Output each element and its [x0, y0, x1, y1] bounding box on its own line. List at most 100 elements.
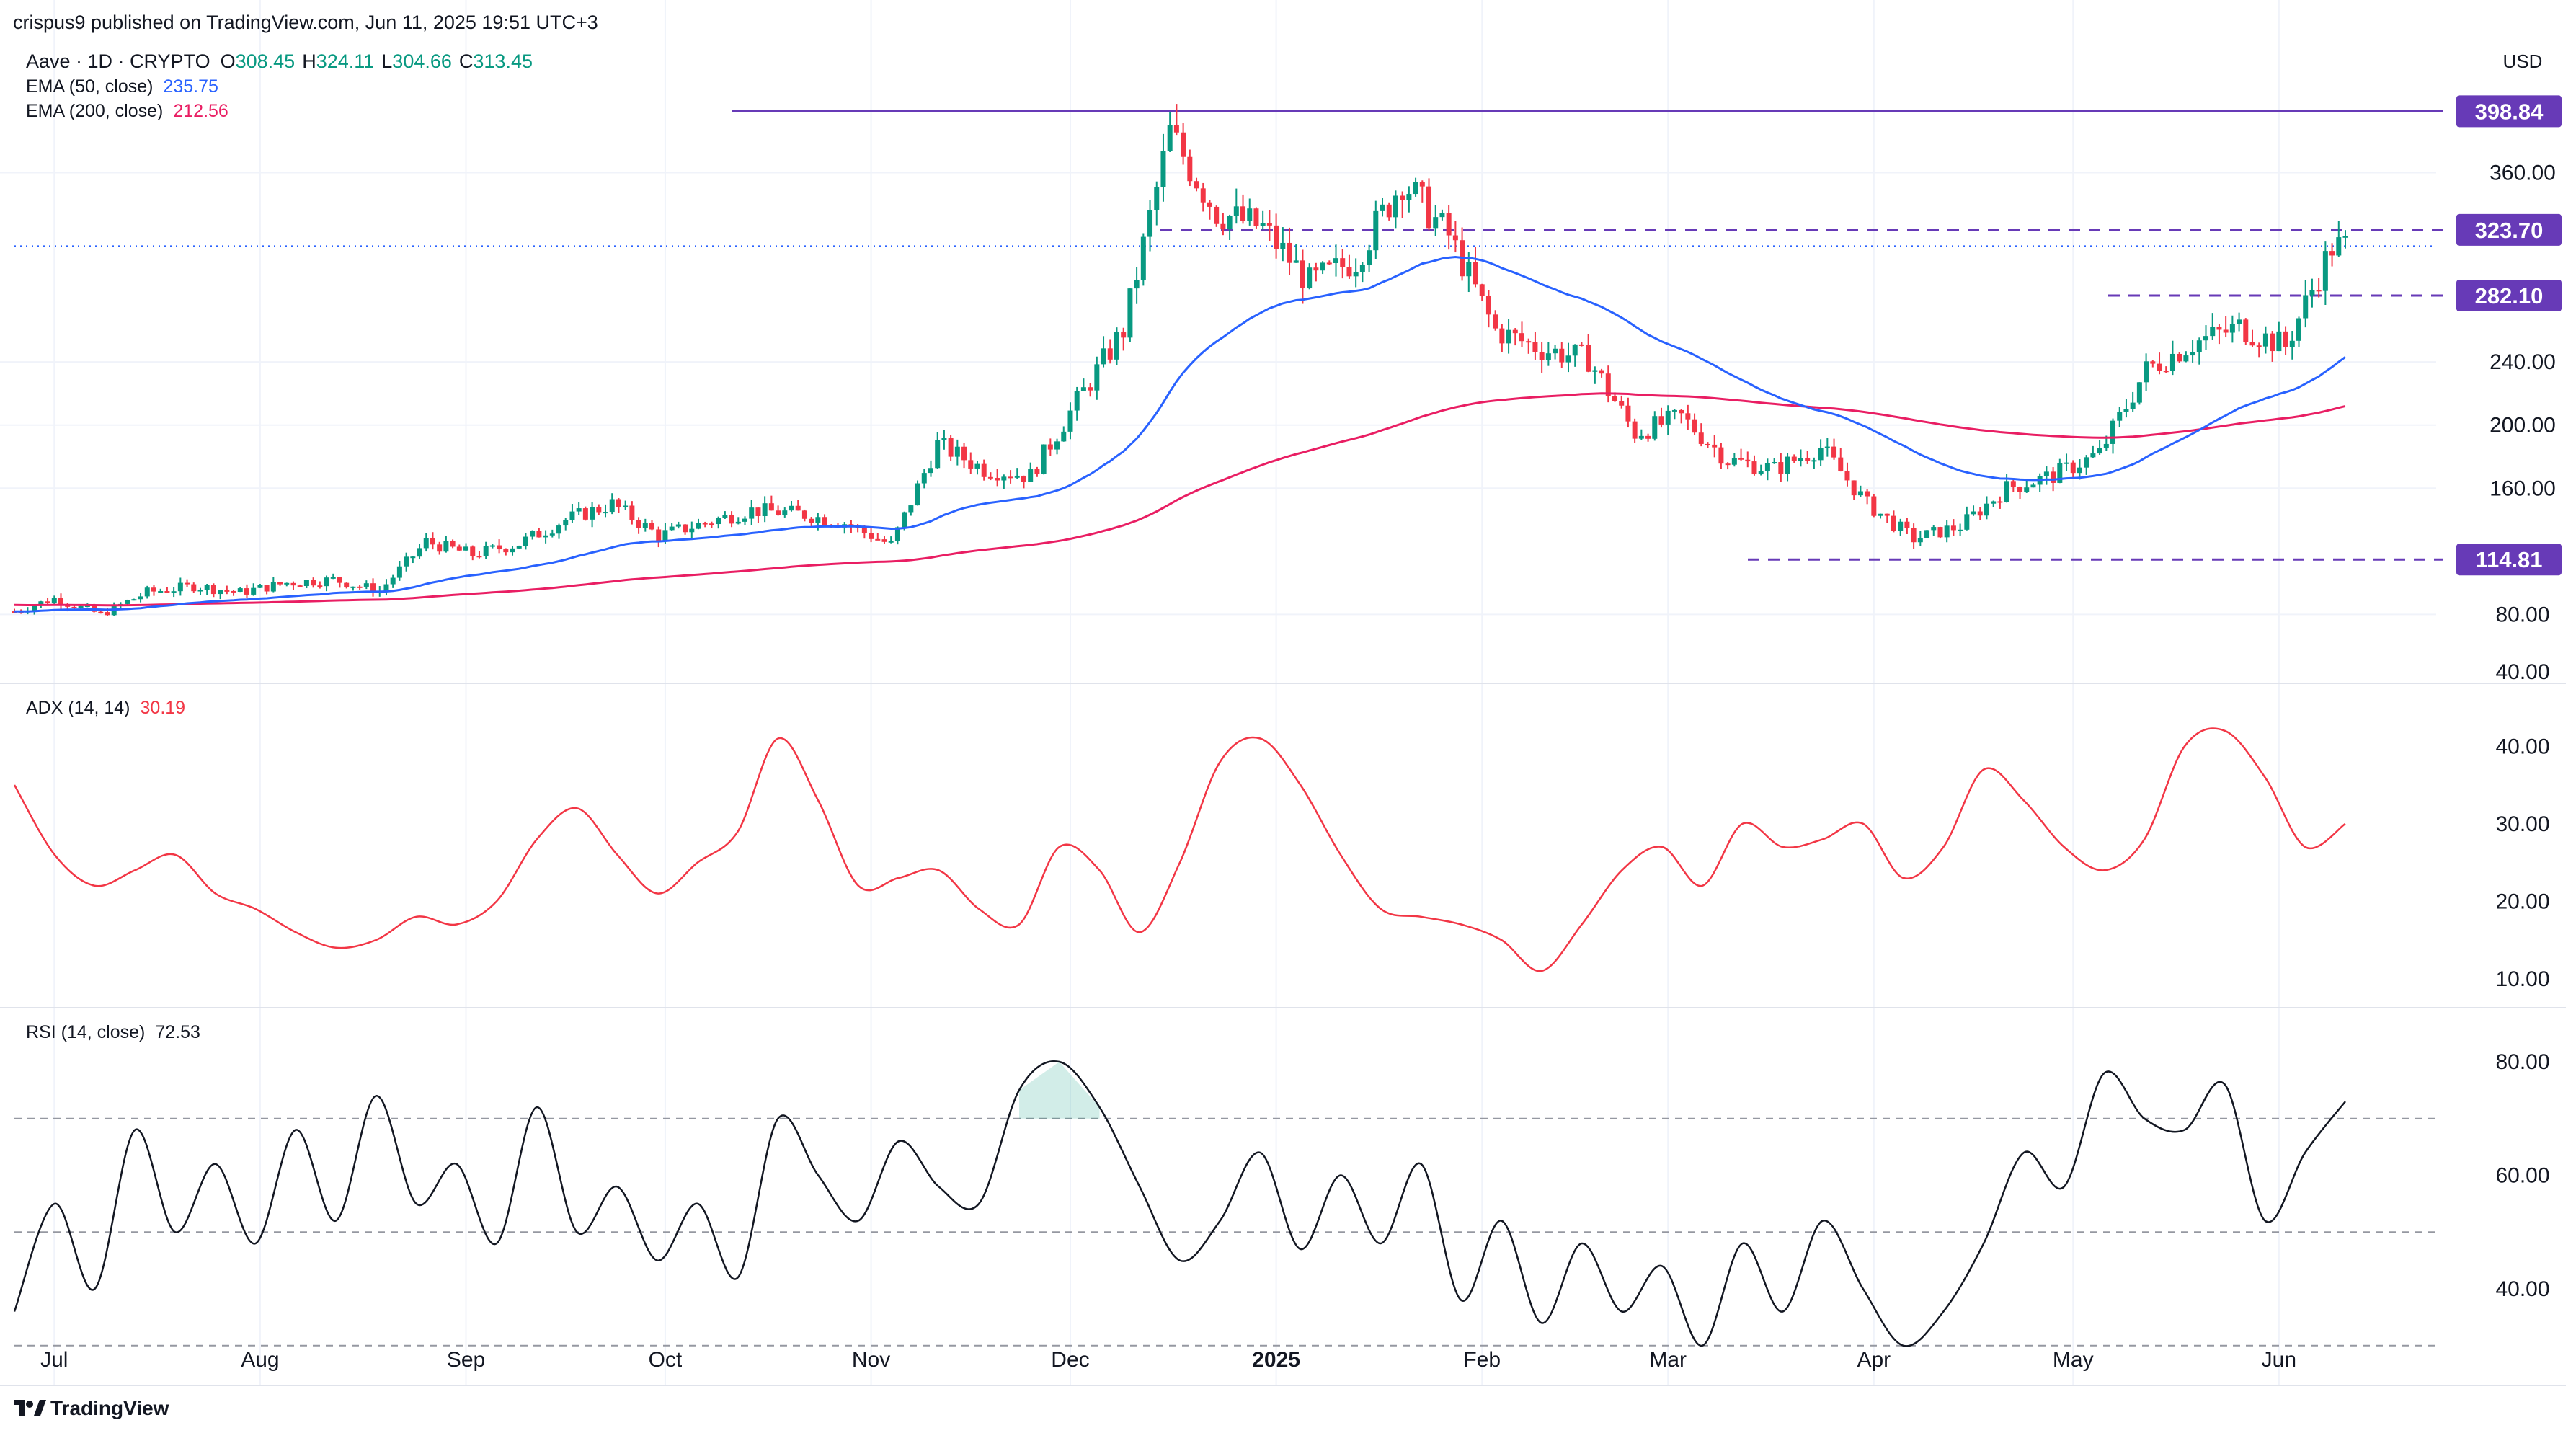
- candle-body[interactable]: [483, 546, 489, 556]
- candle-body[interactable]: [2177, 353, 2182, 362]
- candle-body[interactable]: [609, 499, 615, 513]
- candle-body[interactable]: [1353, 271, 1359, 277]
- candle-body[interactable]: [2270, 333, 2275, 352]
- candle-body[interactable]: [1393, 195, 1398, 218]
- candle-body[interactable]: [151, 587, 156, 592]
- candle-body[interactable]: [2150, 361, 2156, 364]
- candle-body[interactable]: [928, 468, 933, 474]
- candle-body[interactable]: [2216, 327, 2222, 330]
- candle-body[interactable]: [58, 598, 63, 605]
- candle-body[interactable]: [768, 503, 774, 511]
- candle-body[interactable]: [1333, 258, 1339, 264]
- candle-body[interactable]: [822, 517, 827, 525]
- candle-body[interactable]: [410, 556, 416, 559]
- candle-body[interactable]: [131, 599, 137, 601]
- candle-body[interactable]: [1871, 496, 1877, 516]
- candle-body[interactable]: [875, 538, 881, 541]
- candle-body[interactable]: [1578, 344, 1584, 346]
- candle-body[interactable]: [218, 590, 223, 595]
- candle-body[interactable]: [1452, 235, 1458, 241]
- candle-body[interactable]: [2183, 355, 2189, 362]
- candle-body[interactable]: [921, 473, 927, 484]
- candle-body[interactable]: [1718, 447, 1724, 464]
- candle-body[interactable]: [749, 507, 755, 519]
- price-axis[interactable]: 80.00 160.00 200.00 240.00 360.00 40.00: [2490, 161, 2556, 684]
- candle-body[interactable]: [1114, 332, 1119, 360]
- candle-body[interactable]: [1433, 217, 1439, 229]
- candle-body[interactable]: [1665, 410, 1671, 425]
- candle-body[interactable]: [2316, 290, 2322, 292]
- candle-body[interactable]: [1798, 458, 1803, 461]
- candle-body[interactable]: [2110, 420, 2116, 444]
- candle-body[interactable]: [1061, 431, 1067, 442]
- candle-body[interactable]: [801, 510, 807, 519]
- price-pane[interactable]: [12, 104, 2444, 616]
- candle-body[interactable]: [1400, 195, 1405, 200]
- candle-body[interactable]: [1359, 265, 1365, 272]
- candle-body[interactable]: [370, 583, 376, 593]
- candle-body[interactable]: [2309, 290, 2315, 296]
- candle-body[interactable]: [2117, 412, 2123, 421]
- candle-body[interactable]: [536, 531, 542, 538]
- candle-body[interactable]: [1233, 206, 1239, 216]
- candle-body[interactable]: [185, 582, 190, 585]
- candle-body[interactable]: [497, 545, 502, 550]
- candle-body[interactable]: [616, 499, 621, 507]
- candle-body[interactable]: [762, 503, 768, 517]
- candle-body[interactable]: [563, 520, 569, 526]
- candle-body[interactable]: [815, 517, 821, 523]
- ema50-line[interactable]: [14, 255, 2346, 613]
- candle-body[interactable]: [1638, 435, 1644, 439]
- candle-body[interactable]: [881, 539, 887, 542]
- candle-body[interactable]: [264, 585, 270, 592]
- candle-body[interactable]: [1791, 456, 1797, 461]
- candle-body[interactable]: [1134, 280, 1140, 289]
- candle-body[interactable]: [1080, 387, 1086, 391]
- candle-body[interactable]: [981, 463, 987, 477]
- candle-body[interactable]: [1367, 250, 1372, 266]
- candle-body[interactable]: [297, 585, 303, 587]
- candle-body[interactable]: [1300, 260, 1305, 289]
- candle-body[interactable]: [1705, 443, 1710, 445]
- candle-body[interactable]: [1971, 511, 1976, 515]
- candle-body[interactable]: [729, 515, 734, 524]
- adx-line[interactable]: [13, 727, 2346, 972]
- candle-body[interactable]: [51, 598, 57, 604]
- candle-body[interactable]: [2237, 319, 2242, 324]
- candle-body[interactable]: [330, 577, 336, 579]
- candle-body[interactable]: [1950, 525, 1956, 531]
- candle-body[interactable]: [2043, 471, 2049, 476]
- candle-body[interactable]: [1021, 475, 1026, 482]
- candle-body[interactable]: [2097, 448, 2102, 454]
- candle-body[interactable]: [463, 546, 469, 551]
- candle-body[interactable]: [1499, 328, 1505, 344]
- candle-body[interactable]: [782, 510, 788, 515]
- candle-body[interactable]: [1067, 410, 1073, 432]
- candle-body[interactable]: [888, 541, 894, 543]
- candle-body[interactable]: [1898, 521, 1904, 531]
- candle-body[interactable]: [702, 523, 708, 525]
- candle-body[interactable]: [1519, 333, 1525, 342]
- candle-body[interactable]: [1785, 456, 1790, 474]
- candle-body[interactable]: [1545, 353, 1551, 360]
- candle-body[interactable]: [430, 538, 435, 545]
- candle-body[interactable]: [2103, 443, 2109, 448]
- candle-body[interactable]: [948, 438, 954, 457]
- candle-body[interactable]: [1088, 387, 1093, 391]
- candle-body[interactable]: [1041, 444, 1047, 474]
- candle-body[interactable]: [1738, 458, 1744, 460]
- candle-body[interactable]: [1313, 267, 1319, 271]
- candle-body[interactable]: [1805, 458, 1811, 461]
- candle-body[interactable]: [1307, 267, 1313, 289]
- candle-body[interactable]: [1984, 503, 1989, 516]
- candle-body[interactable]: [2223, 329, 2229, 333]
- candle-body[interactable]: [2051, 471, 2056, 483]
- candle-body[interactable]: [1679, 409, 1684, 414]
- candle-body[interactable]: [290, 582, 296, 586]
- candle-body[interactable]: [2203, 336, 2209, 341]
- candle-body[interactable]: [1485, 296, 1491, 315]
- candle-body[interactable]: [2004, 481, 2009, 502]
- candle-body[interactable]: [968, 460, 974, 469]
- candle-body[interactable]: [1280, 242, 1286, 249]
- candle-body[interactable]: [1605, 373, 1611, 396]
